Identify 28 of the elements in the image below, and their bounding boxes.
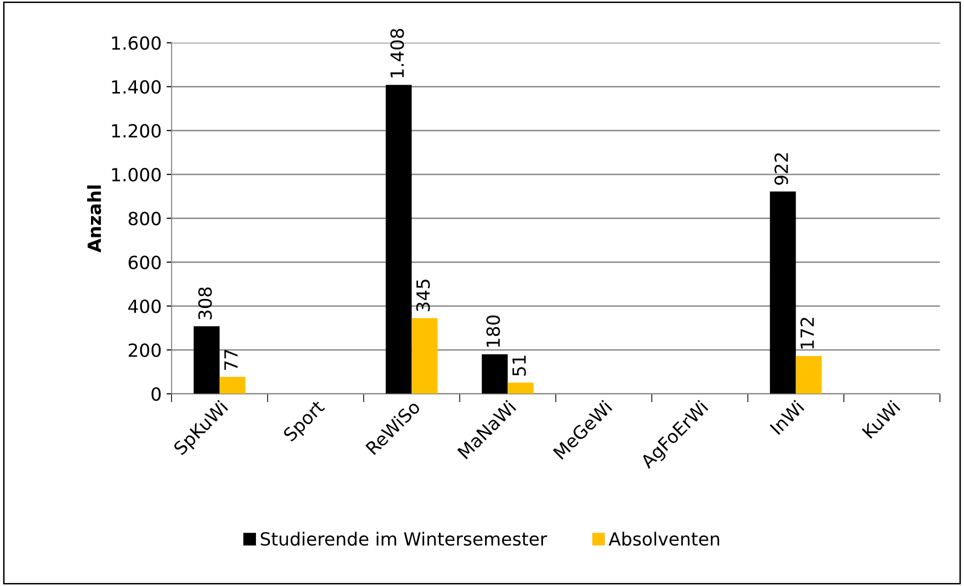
y-tick-label: 1.200 (112, 124, 161, 138)
y-tick-label: 1.600 (112, 36, 161, 50)
bar (194, 326, 220, 394)
data-label: 180 (486, 315, 500, 347)
y-tick-label: 1.000 (112, 168, 161, 182)
y-tick-label: 800 (128, 212, 161, 226)
bar (482, 354, 508, 394)
bar (508, 382, 534, 394)
y-tick-label: 600 (128, 256, 161, 270)
legend-label: Absolventen (608, 532, 720, 546)
data-label: 345 (416, 280, 430, 312)
y-tick-label: 1.400 (112, 80, 161, 94)
data-label: 172 (800, 318, 814, 349)
bar (386, 84, 412, 394)
bar (796, 356, 822, 394)
y-tick-label: 400 (128, 300, 161, 314)
y-tick-label: 0 (152, 387, 161, 401)
legend-label: Studierende im Wintersemester (260, 532, 548, 546)
data-label: 51 (512, 356, 526, 376)
data-label: 308 (198, 287, 212, 320)
data-label: 77 (224, 350, 238, 370)
data-label: 1.408 (390, 28, 404, 78)
bar (770, 192, 796, 394)
y-axis-title: Anzahl (87, 186, 102, 252)
bar (412, 318, 438, 394)
data-label: 922 (774, 153, 788, 185)
bar (220, 376, 246, 394)
y-tick-label: 200 (128, 343, 161, 358)
